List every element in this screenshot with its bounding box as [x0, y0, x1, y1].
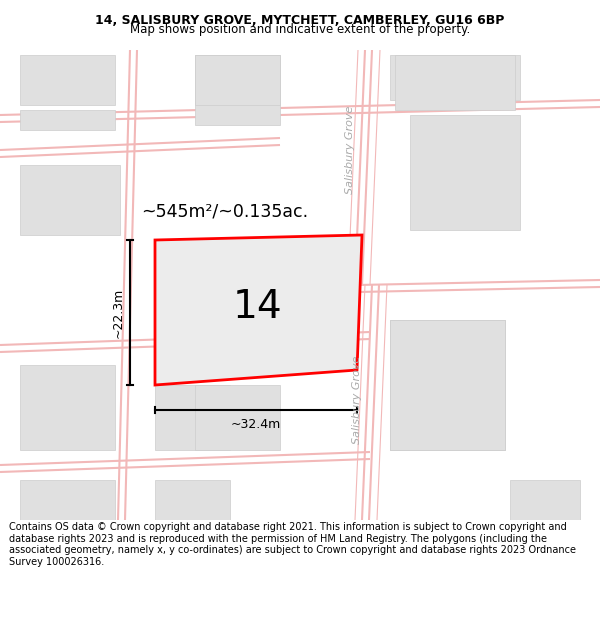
- Text: ~22.3m: ~22.3m: [112, 288, 125, 338]
- Bar: [195, 385, 280, 450]
- Bar: [195, 55, 280, 125]
- Bar: [20, 365, 115, 450]
- Bar: [155, 385, 230, 450]
- Bar: [390, 320, 505, 450]
- Text: Salisbury Grove: Salisbury Grove: [345, 106, 355, 194]
- Bar: [195, 55, 280, 105]
- Bar: [155, 480, 230, 520]
- Bar: [410, 115, 520, 230]
- Text: 14, SALISBURY GROVE, MYTCHETT, CAMBERLEY, GU16 6BP: 14, SALISBURY GROVE, MYTCHETT, CAMBERLEY…: [95, 14, 505, 27]
- Bar: [390, 55, 520, 100]
- Text: ~545m²/~0.135ac.: ~545m²/~0.135ac.: [142, 203, 308, 221]
- Text: Contains OS data © Crown copyright and database right 2021. This information is : Contains OS data © Crown copyright and d…: [9, 522, 576, 567]
- Bar: [20, 110, 115, 130]
- Bar: [390, 320, 505, 450]
- Text: ~32.4m: ~32.4m: [231, 419, 281, 431]
- Bar: [20, 55, 115, 105]
- Text: Map shows position and indicative extent of the property.: Map shows position and indicative extent…: [130, 23, 470, 36]
- Bar: [20, 165, 120, 235]
- Bar: [20, 480, 115, 520]
- Bar: [395, 55, 515, 110]
- Text: Salisbury Grove: Salisbury Grove: [352, 356, 362, 444]
- Polygon shape: [155, 235, 362, 385]
- Bar: [510, 480, 580, 520]
- Text: 14: 14: [232, 289, 282, 326]
